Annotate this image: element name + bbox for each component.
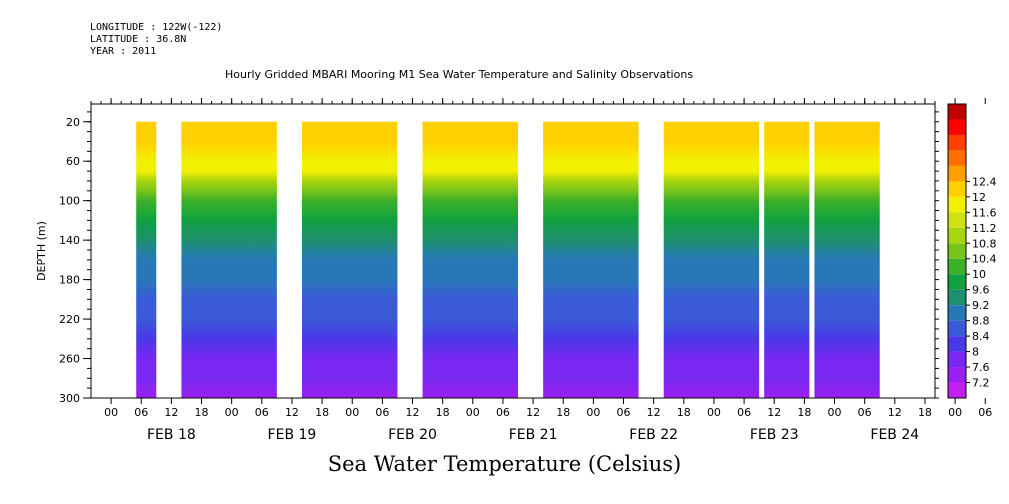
colorbar-swatch [948, 227, 966, 244]
y-tick-label: 20 [66, 116, 80, 129]
chart-plot: 00 06 12 18 00 06 12 18 00 06 12 18 00 06 12 18 00 06 12 18… [35, 98, 1009, 443]
y-axis: 20 60 100 140 180 220 260 300 DEPTH (m) [35, 111, 939, 405]
x-day-label: FEB 23 [750, 427, 799, 443]
x-day-label: FEB 18 [147, 427, 196, 443]
data-column [302, 121, 398, 398]
colorbar-swatch [948, 119, 966, 135]
data-layer [136, 121, 880, 398]
colorbar-swatch [948, 181, 966, 197]
colorbar-label: 9.6 [972, 284, 990, 297]
colorbar-border [947, 103, 967, 399]
colorbar-swatch [948, 165, 966, 182]
x-tick-label: 18 [315, 406, 329, 419]
y-tick-label: 260 [59, 353, 80, 366]
colorbar-swatch [948, 351, 966, 368]
x-tick-label: 06 [375, 406, 389, 419]
colorbar-label: 11.2 [972, 222, 997, 235]
data-column [543, 121, 639, 398]
data-column [663, 121, 760, 398]
x-tick-label: 12 [406, 406, 420, 419]
x-tick-label: 06 [978, 406, 992, 419]
y-tick-label: 300 [59, 392, 80, 405]
x-tick-label: 00 [225, 406, 239, 419]
x-day-label: FEB 20 [388, 427, 437, 443]
x-day-label: FEB 24 [870, 427, 919, 443]
x-tick-label: 12 [767, 406, 781, 419]
x-tick-label: 18 [677, 406, 691, 419]
x-tick-label: 06 [255, 406, 269, 419]
data-column [764, 121, 810, 398]
x-tick-label: 12 [526, 406, 540, 419]
y-axis-label: DEPTH (m) [35, 221, 48, 281]
colorbar-swatch [948, 367, 966, 383]
year-label: YEAR : 2011 [90, 46, 157, 57]
x-tick-label: 12 [888, 406, 902, 419]
colorbar-label: 12 [972, 191, 986, 204]
data-column [136, 121, 157, 398]
x-tick-label: 00 [345, 406, 359, 419]
colorbar-swatch [948, 274, 966, 290]
x-tick-label: 18 [436, 406, 450, 419]
x-tick-label: 00 [466, 406, 480, 419]
data-column [814, 121, 880, 398]
colorbar-label: 10.4 [972, 253, 997, 266]
x-axis: 00 06 12 18 00 06 12 18 00 06 12 18 00 06 12 18 00 06 12 18… [104, 98, 1009, 443]
x-tick-label: 06 [617, 406, 631, 419]
metadata-block: LONGITUDE : 122W(-122) LATITUDE : 36.8N … [90, 22, 222, 58]
colorbar-swatch [948, 134, 966, 151]
y-tick-label: 140 [59, 234, 80, 247]
x-tick-label: 18 [556, 406, 570, 419]
x-day-label: FEB 21 [509, 427, 558, 443]
colorbar-label: 10 [972, 268, 986, 281]
x-day-label: FEB 22 [629, 427, 678, 443]
colorbar-label: 9.2 [972, 299, 990, 312]
data-column [181, 121, 277, 398]
x-tick-label: 18 [195, 406, 209, 419]
colorbar-swatch [948, 212, 966, 228]
colorbar-swatch [948, 289, 966, 306]
x-tick-label: 06 [858, 406, 872, 419]
x-tick-label: 00 [586, 406, 600, 419]
colorbar-label: 8.4 [972, 330, 990, 343]
x-tick-label: 06 [496, 406, 510, 419]
x-tick-label: 00 [948, 406, 962, 419]
colorbar-label: 7.2 [972, 377, 990, 390]
colorbar-swatch [948, 196, 966, 213]
colorbar-swatch [948, 382, 966, 398]
x-tick-label: 06 [134, 406, 148, 419]
y-tick-label: 220 [59, 313, 80, 326]
colorbar-label: 8 [972, 346, 979, 359]
colorbar-swatch [948, 150, 966, 166]
x-tick-label: 00 [707, 406, 721, 419]
x-tick-label: 00 [104, 406, 118, 419]
colorbar: 7.2 7.6 8 8.4 8.8 9.2 9.6 10 10.4 10.8 11.2 11.6 12 1… [947, 103, 997, 399]
colorbar-label: 7.6 [972, 361, 990, 374]
colorbar-label: 12.4 [972, 175, 997, 188]
x-tick-label: 12 [164, 406, 178, 419]
y-tick-label: 100 [59, 195, 80, 208]
colorbar-label: 8.8 [972, 315, 990, 328]
colorbar-swatch [948, 336, 966, 352]
x-tick-label: 12 [285, 406, 299, 419]
colorbar-swatch [948, 243, 966, 259]
x-tick-label: 12 [647, 406, 661, 419]
latitude-label: LATITUDE : 36.8N [90, 34, 187, 45]
colorbar-swatch [948, 320, 966, 337]
x-tick-label: 18 [918, 406, 932, 419]
longitude-label: LONGITUDE : 122W(-122) [90, 22, 223, 33]
colorbar-label: 10.8 [972, 237, 997, 250]
x-day-label: FEB 19 [268, 427, 317, 443]
colorbar-swatch [948, 104, 966, 120]
colorbar-swatch [948, 258, 966, 275]
chart-title: Hourly Gridded MBARI Mooring M1 Sea Wate… [225, 68, 694, 81]
y-tick-label: 60 [66, 155, 80, 168]
data-column [422, 121, 519, 398]
colorbar-swatch [948, 305, 966, 321]
y-tick-label: 180 [59, 274, 80, 287]
variable-title: Sea Water Temperature (Celsius) [327, 452, 682, 476]
x-tick-label: 00 [828, 406, 842, 419]
x-tick-label: 18 [797, 406, 811, 419]
colorbar-label: 11.6 [972, 206, 997, 219]
x-tick-label: 06 [737, 406, 751, 419]
